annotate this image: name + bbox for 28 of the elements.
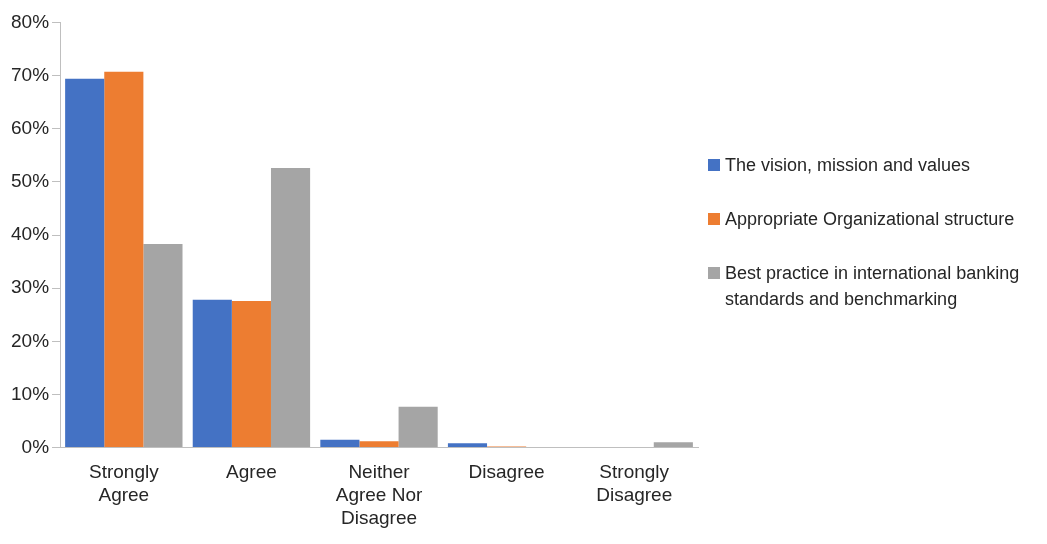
x-tick-label: Neither Agree Nor Disagree xyxy=(335,461,423,528)
y-tick-label: 10% xyxy=(11,382,50,404)
bar xyxy=(192,299,232,448)
y-tick-label: 30% xyxy=(11,276,50,298)
x-tick-label: Agree xyxy=(226,461,277,483)
x-tick-label: Strongly Disagree xyxy=(596,461,673,506)
y-tick-label: 40% xyxy=(11,223,50,245)
y-tick-label: 50% xyxy=(11,170,50,192)
bar xyxy=(104,71,144,448)
y-tick-label: 80% xyxy=(11,10,50,32)
y-tick-label: 20% xyxy=(11,329,50,351)
bar xyxy=(320,439,360,448)
bar xyxy=(447,443,488,448)
bar xyxy=(143,244,183,448)
x-tick-label: Strongly Agree xyxy=(88,461,160,506)
bar xyxy=(270,168,311,448)
y-tick-label: 0% xyxy=(21,435,50,457)
bar xyxy=(359,441,399,448)
legend-label: The vision, mission and values xyxy=(725,154,971,177)
bar xyxy=(653,442,693,448)
x-tick-label: Disagree xyxy=(468,461,545,483)
legend-label: Best practice in international banking standards and benchmarking xyxy=(725,262,1021,311)
y-tick-label: 60% xyxy=(11,116,50,138)
bar xyxy=(231,300,271,448)
y-tick-label: 70% xyxy=(11,63,50,85)
bar xyxy=(398,406,438,448)
legend-label: Appropriate Organizational structure xyxy=(725,208,1015,231)
bar xyxy=(65,78,105,448)
